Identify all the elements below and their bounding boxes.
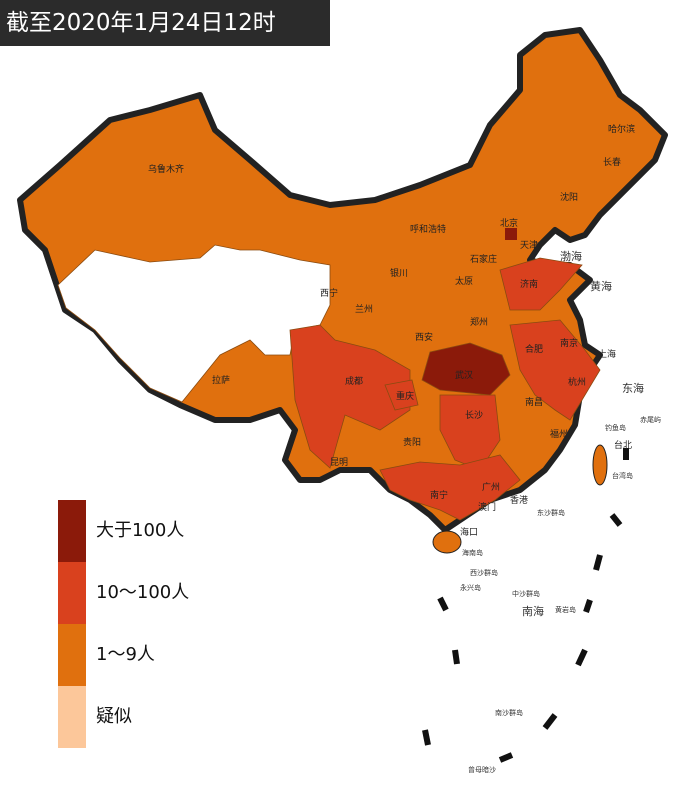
island-label: 曾母暗沙 xyxy=(468,765,496,774)
legend-swatch xyxy=(58,686,86,748)
island-label: 中沙群岛 xyxy=(512,589,540,598)
map-title: 截至2020年1月24日12时 xyxy=(0,0,330,46)
island-label: 南沙群岛 xyxy=(495,708,523,717)
island-label: 西沙群岛 xyxy=(470,568,498,577)
city-label: 乌鲁木齐 xyxy=(148,163,184,175)
sea-label: 黄海 xyxy=(590,279,612,293)
sea-label: 东海 xyxy=(622,381,644,395)
city-label: 北京 xyxy=(500,217,518,229)
island-label: 赤尾屿 xyxy=(640,415,661,424)
sea-label: 南海 xyxy=(522,604,544,618)
city-label: 银川 xyxy=(390,267,408,279)
island-label: 钓鱼岛 xyxy=(605,423,626,432)
city-label: 上海 xyxy=(598,348,616,360)
legend-label: 1～9人 xyxy=(96,644,155,665)
city-label: 长春 xyxy=(603,156,621,168)
city-label: 广州 xyxy=(482,481,500,493)
city-label: 兰州 xyxy=(355,303,373,315)
island-label: 黄岩岛 xyxy=(555,605,576,614)
city-label: 重庆 xyxy=(396,390,414,402)
china-map xyxy=(17,27,668,763)
city-label: 澳门 xyxy=(478,501,496,513)
city-label: 昆明 xyxy=(330,457,348,468)
legend-label: 疑似 xyxy=(96,706,132,727)
region-red xyxy=(499,257,583,311)
city-label: 武汉 xyxy=(455,369,473,381)
city-label: 长沙 xyxy=(465,409,483,421)
city-label: 福州 xyxy=(550,428,568,440)
city-label: 南宁 xyxy=(430,489,448,501)
city-label: 杭州 xyxy=(568,376,586,388)
city-label: 济南 xyxy=(520,278,538,290)
region-red xyxy=(289,324,411,469)
city-label: 石家庄 xyxy=(470,253,497,265)
city-label: 成都 xyxy=(345,375,363,387)
region-dark xyxy=(505,228,517,240)
city-label: 天津 xyxy=(520,240,538,251)
region-red xyxy=(384,379,419,411)
island-label: 海南岛 xyxy=(462,548,483,557)
city-label: 南昌 xyxy=(525,396,543,408)
legend-swatch xyxy=(58,500,86,562)
city-label: 拉萨 xyxy=(212,374,230,386)
hainan xyxy=(432,530,462,554)
country-outline xyxy=(17,27,668,533)
labels: 乌鲁木齐 拉萨 西宁 兰州 银川 呼和浩特 北京 天津 石家庄 太原 济南 郑州… xyxy=(148,123,661,774)
island-label: 东沙群岛 xyxy=(537,508,565,517)
city-label: 太原 xyxy=(455,275,473,287)
legend-swatch xyxy=(58,562,86,624)
city-label: 沈阳 xyxy=(560,191,578,203)
legend-swatch xyxy=(58,624,86,686)
city-label: 台北 xyxy=(614,439,632,451)
city-label: 香港 xyxy=(510,494,528,506)
region-dark xyxy=(421,342,511,396)
nine-dash-line xyxy=(422,448,629,763)
city-label: 西宁 xyxy=(320,287,338,299)
region-red xyxy=(509,319,601,421)
island-label: 永兴岛 xyxy=(460,583,481,592)
taiwan xyxy=(592,444,608,486)
city-label: 哈尔滨 xyxy=(608,123,635,135)
island-label: 台湾岛 xyxy=(612,471,633,480)
city-label: 呼和浩特 xyxy=(410,223,446,235)
city-label: 南京 xyxy=(560,337,578,349)
city-label: 郑州 xyxy=(470,316,488,328)
city-label: 贵阳 xyxy=(403,436,421,448)
city-label: 合肥 xyxy=(525,343,543,355)
region-red xyxy=(379,454,521,521)
city-label: 海口 xyxy=(460,526,478,538)
city-label: 西安 xyxy=(415,331,433,343)
sea-label: 渤海 xyxy=(560,249,582,263)
legend-label: 大于100人 xyxy=(96,520,184,541)
legend-label: 10～100人 xyxy=(96,582,189,603)
